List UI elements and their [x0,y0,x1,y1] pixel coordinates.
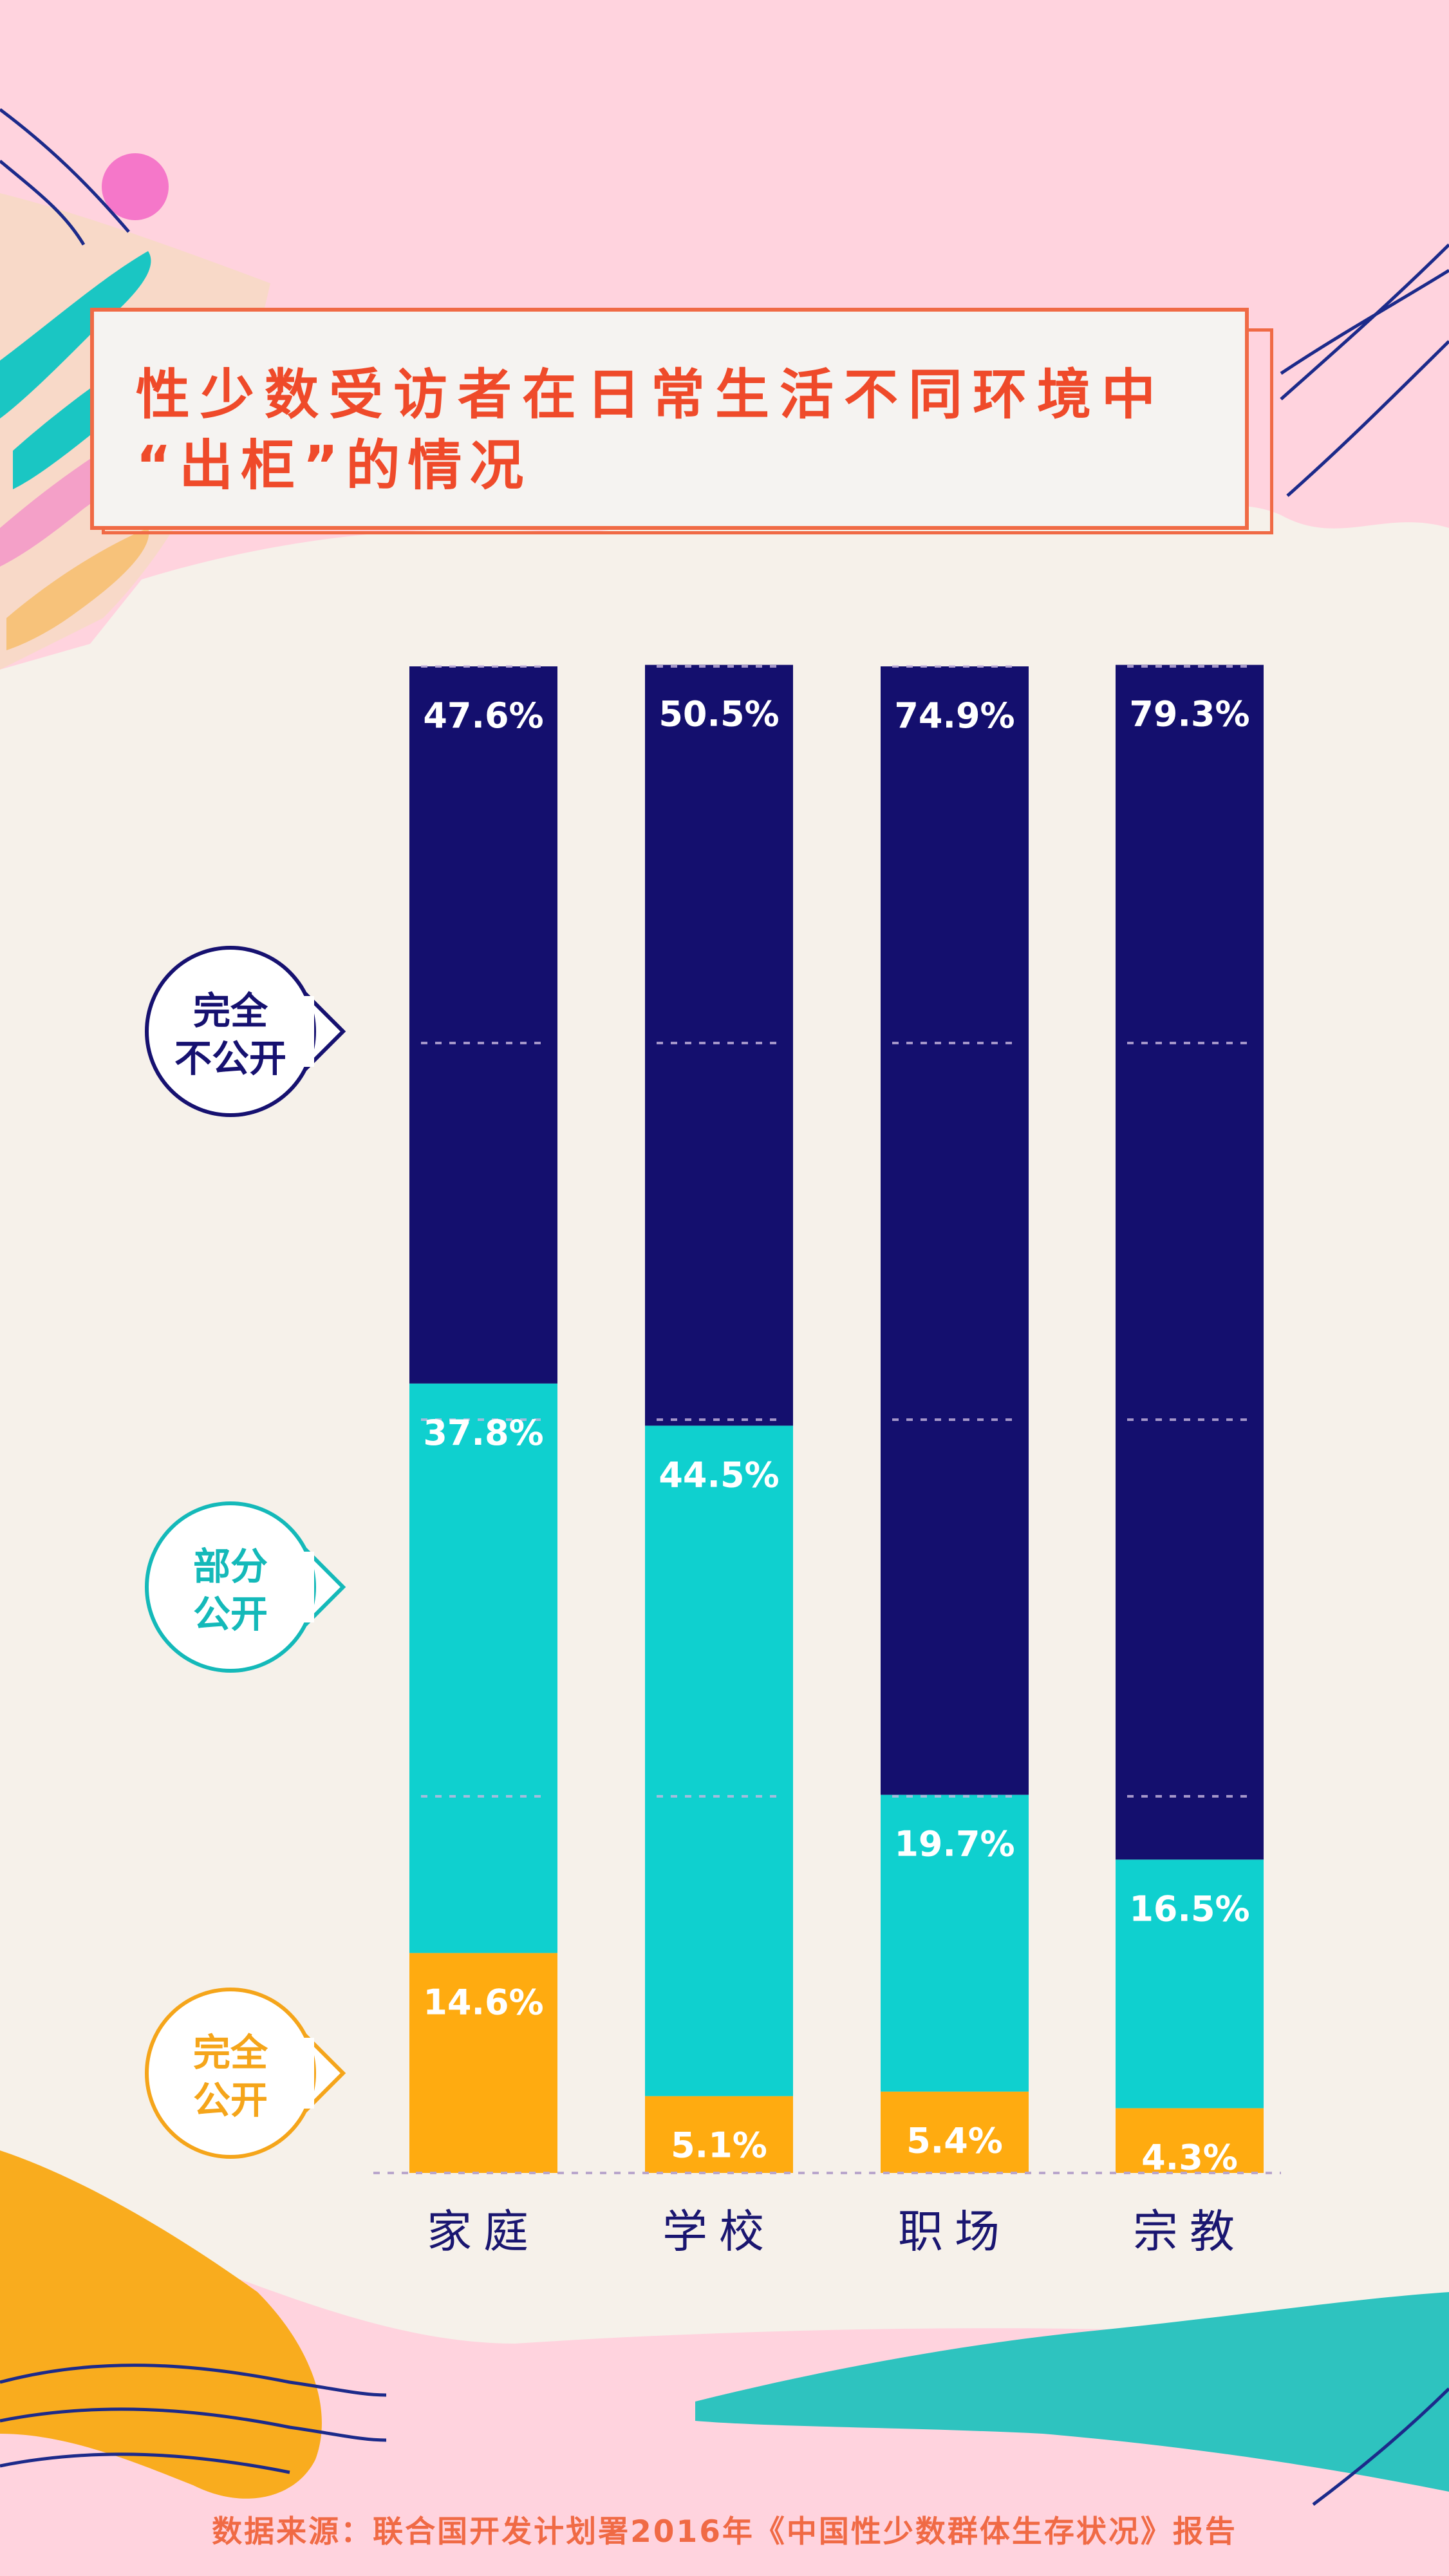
chart-title-line-1: 性少数受访者在日常生活不同环境中 [136,363,1166,426]
bar-segment [409,666,557,1384]
x-tick-label: 宗教 [1133,2205,1246,2258]
legend-label-line-1: 完全 [193,2031,268,2074]
teal-brush-shape [695,2292,1449,2492]
x-tick-label: 学校 [662,2205,776,2258]
magenta-dot [102,153,169,220]
bar-segment [881,2091,1029,2173]
navy-line [0,2364,387,2397]
navy-line [0,2407,387,2442]
navy-line [0,2452,290,2474]
navy-line [0,108,130,233]
legend-label-line-2: 不公开 [174,1037,286,1080]
bar-segment [881,1794,1029,2092]
bar-segment [645,664,793,1426]
data-label: 16.5% [1129,1888,1249,1929]
navy-line [1286,340,1449,497]
data-labels: 14.6% 37.8% 47.6% 5.1% 44.5% 50.5% 5.4% 19.7% 74… [423,694,1249,2178]
gridlines [373,665,1281,2174]
data-label: 37.8% [423,1413,543,1453]
data-label: 5.4% [906,2121,1003,2161]
x-tick-label: 职场 [898,2205,1011,2258]
data-label: 74.9% [894,695,1014,736]
legend-pointer-mask [295,2038,314,2109]
chart-title-line-2: “出柜”的情况 [136,434,532,497]
bars [409,664,1264,2173]
legend-pointer-mask [295,1552,314,1622]
bar-segment [645,2096,793,2173]
data-label: 50.5% [659,694,779,735]
data-label: 47.6% [423,695,543,736]
legend-label-line-2: 公开 [193,1592,268,1636]
data-label: 14.6% [423,1982,543,2022]
bar-segment [1116,1859,1264,2109]
bar-segment [409,1953,557,2173]
bar-segment [645,1425,793,2096]
legend-label-line-1: 部分 [193,1545,268,1588]
data-label: 19.7% [894,1824,1014,1865]
data-label: 5.1% [671,2125,767,2166]
data-label: 79.3% [1129,694,1249,735]
data-source-note: 数据来源：联合国开发计划署2016年《中国性少数群体生存状况》报告 [212,2514,1237,2550]
x-tick-label: 家庭 [427,2205,540,2258]
cyan-brush-stroke [0,251,151,418]
navy-line [1280,243,1449,400]
navy-line [0,160,86,246]
data-label: 44.5% [659,1454,779,1495]
legend-label-line-1: 完全 [193,989,268,1033]
title-card: 性少数受访者在日常生活不同环境中 “出柜”的情况 [90,308,1249,530]
bar-segment [1116,2108,1264,2173]
data-label: 4.3% [1141,2137,1238,2177]
legend-label-line-2: 公开 [193,2078,268,2122]
bar-segment [1116,664,1264,1860]
navy-line [1312,2387,1449,2506]
x-axis: 家庭 学校 职场 宗教 [427,2205,1246,2258]
bar-segment [409,1383,557,1953]
legend-pointer-mask [295,996,314,1067]
navy-line [1280,268,1449,375]
yellow-brush-stroke [6,528,149,650]
bar-segment [881,666,1029,1795]
